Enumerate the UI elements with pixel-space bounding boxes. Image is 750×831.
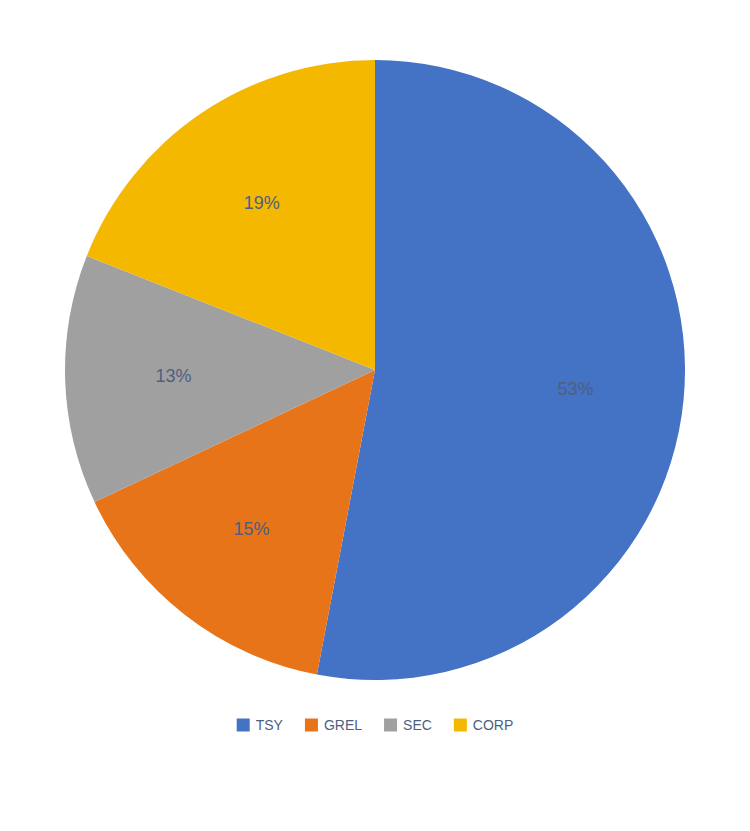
data-labels: 53% 15% 13% 19% [156,193,594,539]
slices [65,60,685,680]
legend-label: GREL [324,717,362,733]
legend-swatch [305,719,318,732]
chart-container: 53% 15% 13% 19% TSY GREL SEC CORP [0,0,750,831]
chart: 53% 15% 13% 19% TSY GREL SEC CORP [0,0,750,831]
legend-swatch [384,719,397,732]
legend: TSY GREL SEC CORP [237,717,514,733]
data-label: 19% [244,193,280,213]
legend-label: CORP [473,717,513,733]
pie-slice [87,60,375,370]
data-label: 13% [156,366,192,386]
legend-swatch [237,719,250,732]
legend-swatch [454,719,467,732]
legend-label: TSY [256,717,284,733]
data-label: 53% [558,379,594,399]
legend-label: SEC [403,717,432,733]
background [0,0,750,831]
data-label: 15% [233,519,269,539]
